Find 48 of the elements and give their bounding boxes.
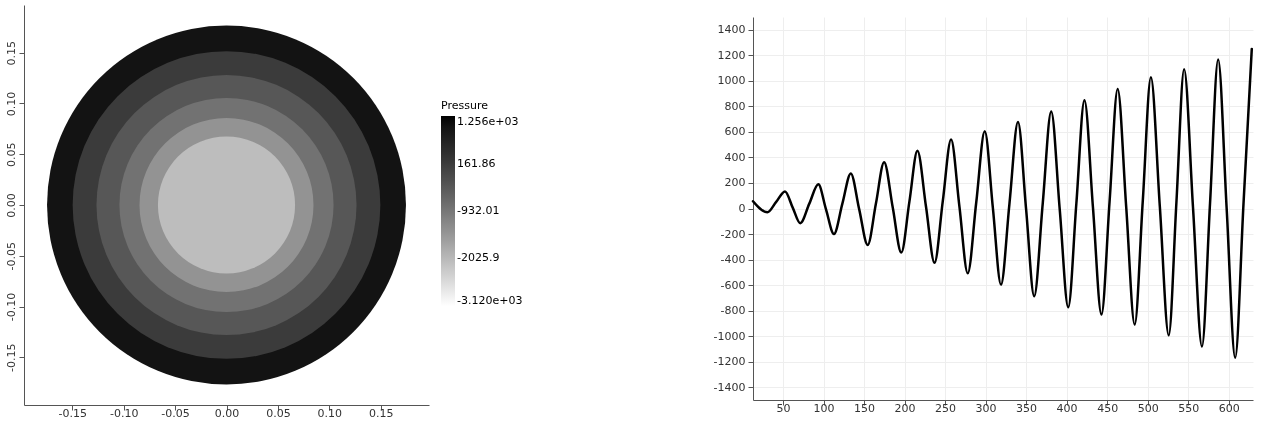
y-tick-label: 800	[724, 99, 746, 113]
y-tick-label: -1400	[713, 380, 746, 394]
color-bar-label: -932.01	[457, 204, 500, 217]
x-tick-label: 0.05	[266, 406, 291, 420]
y-tick-label: -400	[720, 253, 746, 267]
x-tick-label: 600	[1218, 401, 1240, 415]
x-tick-label: 0.15	[368, 406, 394, 420]
y-tick-label: 0.00	[4, 193, 18, 218]
x-tick-label: 0.10	[317, 406, 343, 420]
x-tick-label: 50	[776, 401, 791, 415]
x-tick-label: 150	[854, 401, 876, 415]
y-tick-label: -0.05	[4, 242, 18, 271]
line-series	[751, 47, 1254, 359]
y-tick-label: -0.10	[4, 292, 18, 322]
y-tick-label: 600	[724, 125, 746, 139]
color-bar-title: Pressure	[441, 99, 489, 112]
x-tick-label: -0.05	[161, 406, 190, 420]
x-tick-label: 550	[1178, 401, 1200, 415]
y-tick-label: -600	[720, 278, 746, 292]
x-tick-label: 300	[975, 401, 997, 415]
y-tick-label: -1200	[713, 355, 746, 369]
color-bar-label: 1.256e+03	[457, 115, 519, 128]
x-tick-label: -0.10	[109, 406, 139, 420]
y-tick-label: 0.05	[4, 142, 18, 167]
y-tick-label: -800	[720, 304, 746, 318]
color-bar-label: 161.86	[457, 156, 496, 170]
y-tick-label: -0.15	[4, 343, 18, 373]
x-tick-label: 450	[1097, 401, 1119, 415]
x-tick-label: 200	[894, 401, 916, 415]
y-tick-label: 1200	[717, 48, 746, 62]
y-tick-label: 400	[724, 150, 746, 164]
x-tick-label: -0.15	[58, 406, 88, 420]
y-tick-label: 200	[724, 176, 746, 190]
y-tick-label: -1000	[713, 329, 746, 343]
y-tick-label: 0.10	[4, 91, 18, 117]
y-tick-label: 0.15	[4, 40, 18, 66]
y-tick-label: 1400	[717, 23, 746, 37]
y-tick-label: 1000	[717, 74, 746, 88]
x-tick-label: 500	[1137, 401, 1159, 415]
x-tick-label: 0.00	[214, 406, 240, 420]
x-tick-label: 400	[1056, 401, 1078, 415]
x-tick-label: 250	[935, 401, 957, 415]
y-tick-label: 0	[738, 202, 746, 215]
x-tick-label: 100	[813, 401, 835, 415]
x-tick-label: 350	[1016, 401, 1038, 415]
color-bar-label: -2025.9	[457, 251, 500, 265]
color-bar-label: -3.120e+03	[457, 294, 523, 307]
y-tick-label: -200	[720, 227, 746, 241]
